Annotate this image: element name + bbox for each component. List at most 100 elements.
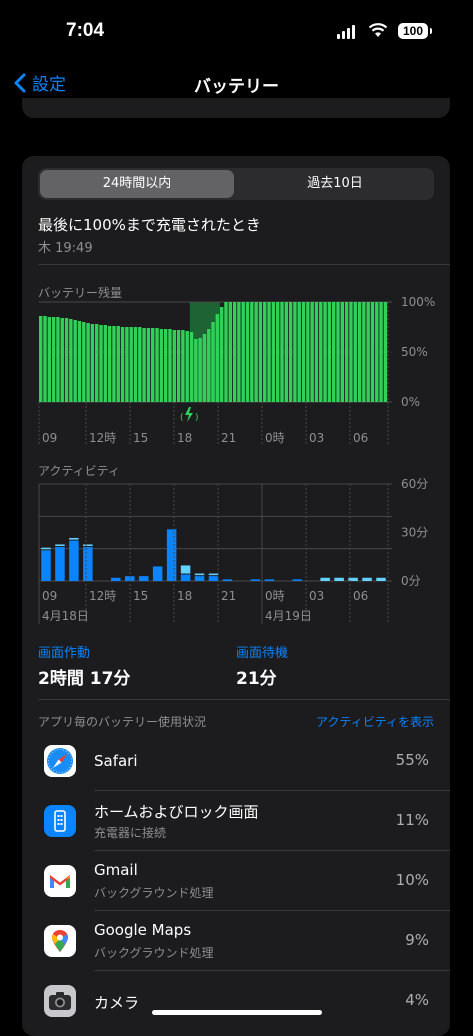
cellular-signal-icon [337,24,355,39]
battery-bar [271,302,276,402]
battery-bar [176,330,181,402]
battery-bar [379,302,383,402]
battery-bar [207,329,211,402]
show-activity-link[interactable]: アクティビティを表示 [316,715,434,729]
battery-bar [73,320,77,402]
battery-bar [51,317,56,402]
battery-bar [306,302,310,402]
battery-bar [331,302,336,402]
charging-bracket: ( [180,413,184,423]
app-percent: 55% [395,751,429,769]
battery-bar [241,302,245,402]
screen-on-value: 2時間 17分 [38,669,131,689]
app-row-safari[interactable]: Safari 55% [22,731,450,791]
divider [38,264,450,265]
activity-bar-screen-on [152,566,163,581]
back-button[interactable]: 設定 [14,70,66,95]
battery-bar [146,328,151,402]
battery-bar [198,338,202,402]
x-tick-label: 06 [353,589,368,603]
wifi-icon [368,23,388,37]
google-maps-icon [44,925,76,957]
app-subtitle: 充電器に接続 [94,826,167,840]
status-time: 7:04 [66,20,105,41]
app-name: カメラ [94,994,140,1012]
battery-bar [344,302,349,402]
activity-bar-screen-on [264,579,275,581]
battery-bar [362,302,366,402]
battery-bar [237,302,241,402]
app-subtitle: バックグラウンド処理 [94,886,214,900]
battery-bar [314,302,319,402]
battery-bar [103,325,108,402]
battery-bar [82,322,86,402]
x-tick-label: 15 [133,431,148,444]
battery-bar [280,302,284,402]
battery-bar [43,316,47,402]
battery-bar [189,332,194,402]
battery-bar [353,302,357,402]
app-name: ホームおよびロック画面 [94,803,259,821]
back-label: 設定 [32,75,66,95]
row-separator [94,970,450,971]
battery-bar [202,334,207,402]
battery-bar [60,318,64,402]
battery-bar [349,302,353,402]
battery-bar [211,322,215,402]
app-percent: 10% [395,871,429,889]
battery-bar [375,302,379,402]
activity-bar-screen-on [166,529,177,581]
app-row-camera[interactable]: カメラ 4% [22,971,450,1031]
battery-bar [336,302,340,402]
app-row-google-maps[interactable]: Google Maps バックグラウンド処理 9% [22,911,450,971]
battery-bar [151,328,155,402]
battery-bar [310,302,314,402]
x-tick-label: 0時 [265,431,285,444]
battery-bar [194,339,198,402]
battery-bar [168,329,172,402]
activity-bar-screen-on [194,576,205,581]
segment-10-days[interactable]: 過去10日 [307,176,363,191]
x-tick-label: 03 [309,431,324,444]
activity-bar-screen-on [222,579,233,581]
gmail-icon [44,865,76,897]
battery-bar [250,302,254,402]
screen-on-label: 画面作動 [38,646,91,661]
y-tick-label: 100% [401,295,435,309]
battery-bar [275,302,280,402]
battery-bar [159,329,164,402]
activity-bar-screen-off [362,577,372,581]
row-separator [94,790,450,791]
navigation-bar: 設定 バッテリー [0,62,473,106]
x-tick-label: 06 [353,431,368,444]
activity-bar-screen-off [55,544,65,547]
battery-bar [86,323,90,402]
date-label: 4月18日 [42,609,89,623]
battery-bar [125,327,129,402]
x-tick-label: 18 [177,431,192,444]
camera-icon [44,985,76,1017]
app-row-gmail[interactable]: Gmail バックグラウンド処理 10% [22,851,450,911]
app-name: Gmail [94,861,138,879]
x-tick-label: 21 [221,589,236,603]
activity-bar-screen-on [124,576,135,581]
x-tick-label: 12時 [89,431,116,444]
activity-bar-screen-on [83,547,93,581]
battery-bar [181,330,185,402]
battery-bar [99,325,103,402]
last-charge-title: 最後に100%まで充電されたとき [38,216,261,234]
activity-bar-screen-on [55,547,65,581]
x-tick-label: 12時 [89,589,116,603]
app-percent: 4% [405,991,429,1009]
battery-bar [120,327,125,402]
activity-bar-screen-on [41,550,51,581]
activity-bar-screen-on [69,540,79,581]
battery-bar [228,302,232,402]
battery-bar [366,302,370,402]
battery-bar [370,302,375,402]
app-row-home-lock-screen[interactable]: ホームおよびロック画面 充電器に接続 11% [22,791,450,851]
time-range-segmented-control: 24時間以内 過去10日 [38,168,434,200]
battery-bar [219,307,224,402]
segment-24-hours[interactable]: 24時間以内 [40,170,234,198]
battery-bar [258,302,263,402]
